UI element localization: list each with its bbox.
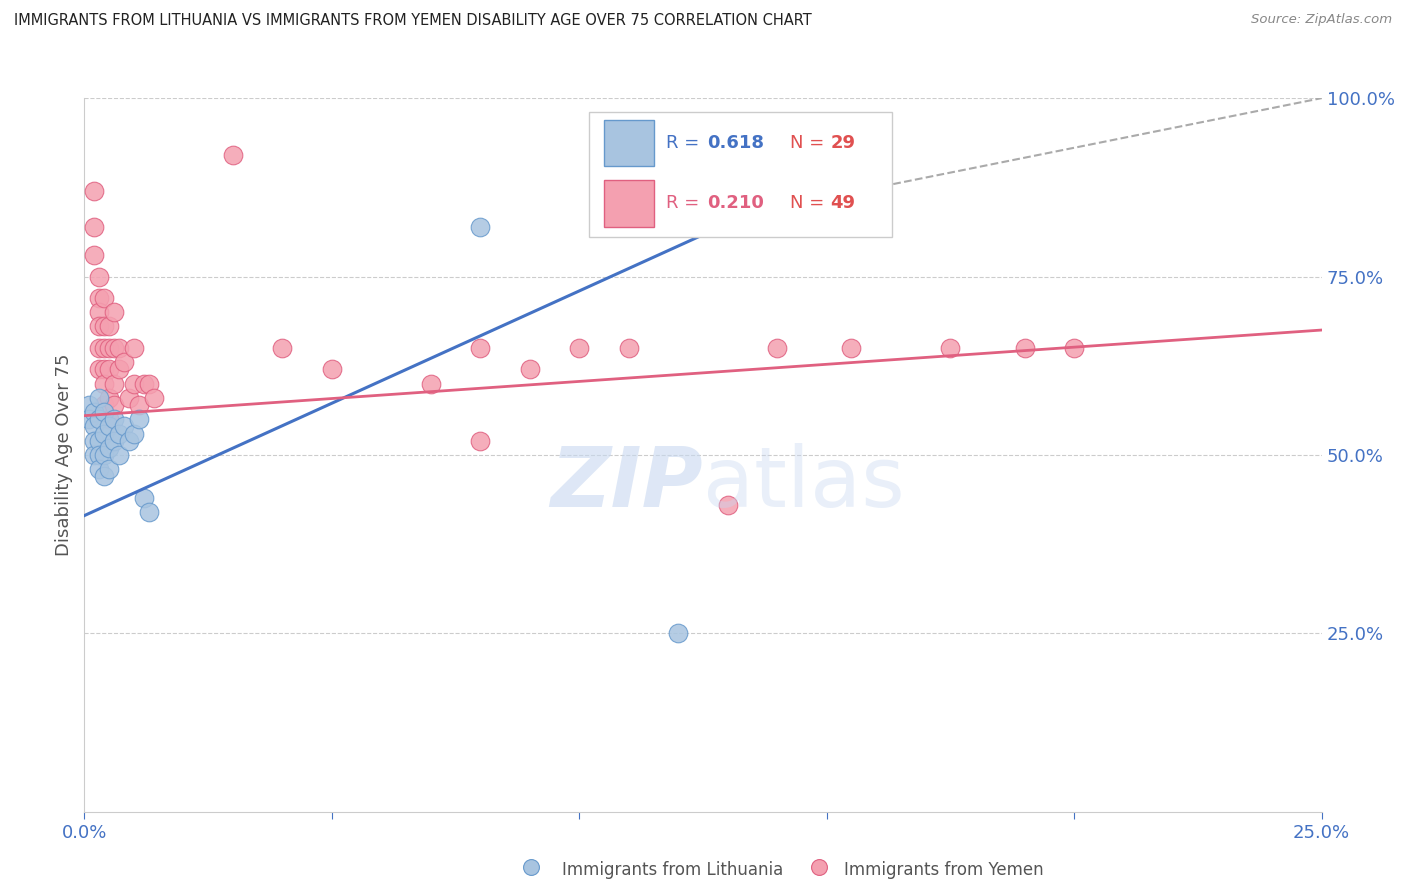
Point	[103, 412, 125, 426]
Point	[93, 291, 115, 305]
Point	[93, 341, 115, 355]
Point	[108, 341, 131, 355]
Point	[93, 426, 115, 441]
Point	[89, 305, 111, 319]
Point	[98, 341, 121, 355]
Point	[103, 341, 125, 355]
Text: Immigrants from Lithuania: Immigrants from Lithuania	[562, 861, 783, 879]
Point	[89, 391, 111, 405]
Bar	[605, 180, 654, 227]
Point	[89, 412, 111, 426]
Point	[98, 362, 121, 376]
Point	[103, 434, 125, 448]
Point	[93, 362, 115, 376]
Text: 0.618: 0.618	[707, 134, 763, 152]
Point	[89, 269, 111, 284]
Point	[93, 469, 115, 483]
Point	[83, 184, 105, 198]
Text: Source: ZipAtlas.com: Source: ZipAtlas.com	[1251, 13, 1392, 27]
Point	[519, 362, 541, 376]
Point	[128, 398, 150, 412]
Point	[98, 319, 121, 334]
Point	[939, 341, 962, 355]
Point	[118, 391, 141, 405]
Point	[103, 376, 125, 391]
Text: R =: R =	[666, 134, 704, 152]
FancyBboxPatch shape	[589, 112, 893, 237]
Point	[89, 341, 111, 355]
Point	[93, 405, 115, 419]
Point	[122, 376, 145, 391]
Point	[103, 398, 125, 412]
Point	[83, 405, 105, 419]
Point	[222, 148, 245, 162]
Point	[321, 362, 343, 376]
Point	[766, 341, 789, 355]
Point	[98, 391, 121, 405]
Point	[98, 462, 121, 476]
Point	[118, 434, 141, 448]
Point	[128, 412, 150, 426]
Point	[122, 341, 145, 355]
Point	[419, 376, 441, 391]
Point	[83, 419, 105, 434]
Point	[132, 376, 155, 391]
Point	[112, 419, 135, 434]
Point	[138, 505, 160, 519]
Point	[98, 419, 121, 434]
Point	[112, 355, 135, 369]
Text: N =: N =	[790, 194, 830, 212]
Point	[98, 412, 121, 426]
Point	[271, 341, 294, 355]
Point	[89, 291, 111, 305]
Point	[83, 434, 105, 448]
Point	[132, 491, 155, 505]
Point	[470, 219, 492, 234]
Point	[138, 376, 160, 391]
Text: ZIP: ZIP	[550, 443, 703, 524]
Text: N =: N =	[790, 134, 830, 152]
Point	[93, 398, 115, 412]
Text: 0.210: 0.210	[707, 194, 763, 212]
Point	[470, 341, 492, 355]
Y-axis label: Disability Age Over 75: Disability Age Over 75	[55, 353, 73, 557]
Point	[89, 319, 111, 334]
Point	[142, 391, 165, 405]
Text: atlas: atlas	[703, 443, 904, 524]
Point	[470, 434, 492, 448]
Point	[108, 448, 131, 462]
Point	[89, 362, 111, 376]
Point	[89, 434, 111, 448]
Point	[666, 626, 689, 640]
Point	[807, 860, 830, 874]
Point	[1063, 341, 1085, 355]
Point	[83, 248, 105, 262]
Bar	[605, 120, 654, 166]
Point	[520, 860, 543, 874]
Point	[108, 362, 131, 376]
Point	[93, 376, 115, 391]
Point	[83, 448, 105, 462]
Point	[717, 498, 740, 512]
Text: Immigrants from Yemen: Immigrants from Yemen	[844, 861, 1043, 879]
Point	[108, 426, 131, 441]
Point	[93, 319, 115, 334]
Point	[122, 426, 145, 441]
Point	[568, 341, 591, 355]
Point	[1014, 341, 1036, 355]
Point	[841, 341, 863, 355]
Point	[89, 448, 111, 462]
Point	[93, 448, 115, 462]
Text: 29: 29	[831, 134, 855, 152]
Text: R =: R =	[666, 194, 704, 212]
Point	[617, 341, 640, 355]
Point	[89, 462, 111, 476]
Point	[79, 398, 101, 412]
Point	[83, 219, 105, 234]
Point	[98, 441, 121, 455]
Text: IMMIGRANTS FROM LITHUANIA VS IMMIGRANTS FROM YEMEN DISABILITY AGE OVER 75 CORREL: IMMIGRANTS FROM LITHUANIA VS IMMIGRANTS …	[14, 13, 811, 29]
Text: 49: 49	[831, 194, 855, 212]
Point	[79, 412, 101, 426]
Point	[103, 305, 125, 319]
